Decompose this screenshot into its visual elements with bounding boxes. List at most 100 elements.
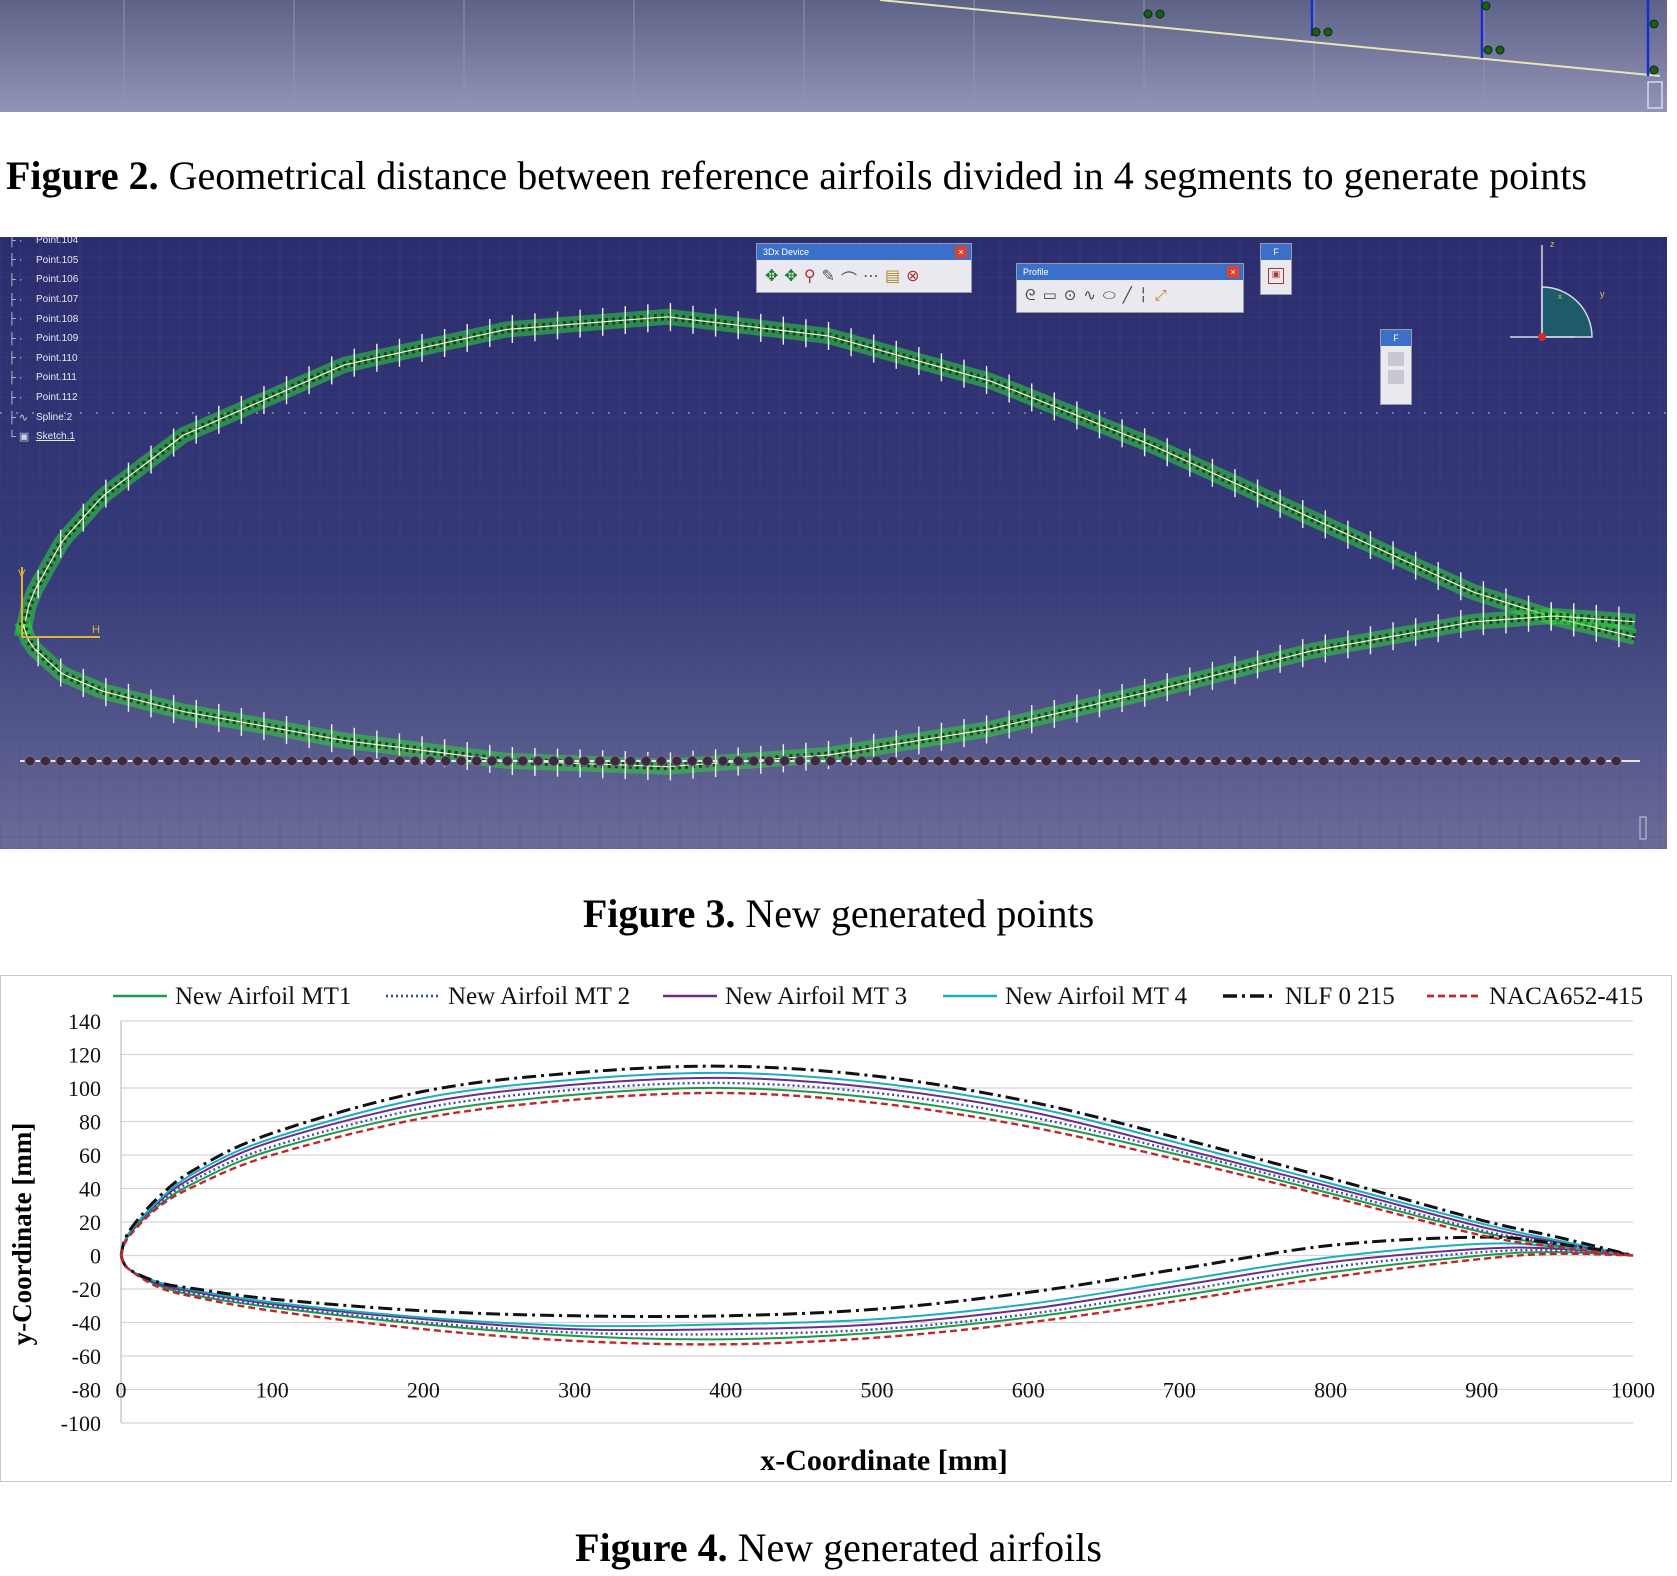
sketch-icon: └ ▣ <box>8 431 30 444</box>
point-icon: ├ · <box>8 273 23 286</box>
zoom-icon[interactable]: ⚲ <box>803 266 816 285</box>
figure4-chart: y-Coordinate [mm] x-Coordinate [mm] 140 1… <box>0 975 1672 1482</box>
x-axis-label: x-Coordinate [mm] <box>760 1444 1007 1477</box>
series-1-upper-line <box>120 1086 1634 1257</box>
x-tick-label: 300 <box>558 1378 591 1403</box>
figure4-label: Figure 4. <box>575 1525 728 1570</box>
tree-item-label: Point.107 <box>36 294 79 306</box>
profile-icon[interactable]: ᘓ <box>1025 286 1036 304</box>
y-tick-label: 140 <box>68 1009 101 1034</box>
tree-item-label: Point.106 <box>36 274 79 286</box>
figure3-caption-text: New generated points <box>745 891 1095 936</box>
series-2-upper-line <box>119 1081 1634 1257</box>
specification-tree: ├ · Point.104 ├ · Point.105 ├ · Point.106 ├ · P… <box>8 237 128 447</box>
series-1 <box>120 1086 1634 1341</box>
legend-label: NACA652-415 <box>1489 983 1643 1010</box>
rotate-icon[interactable]: ✥ <box>784 266 798 285</box>
figure2-grid <box>123 0 1663 112</box>
dash-icon[interactable]: ⋯ <box>862 266 879 285</box>
x-tick-label: 200 <box>407 1378 440 1403</box>
tree-item-label: Point.109 <box>36 333 79 345</box>
line-icon[interactable]: ╱ <box>1122 286 1132 304</box>
rectangle-icon[interactable]: ▭ <box>1042 286 1057 304</box>
resize-handle[interactable] <box>1639 816 1647 840</box>
small-toolbar-title: F <box>1393 333 1399 343</box>
small-toolbar-1[interactable]: F ▣ <box>1260 243 1292 295</box>
snap-icon[interactable]: ⊗ <box>906 266 920 285</box>
svg-text:y: y <box>1600 289 1605 299</box>
svg-text:z: z <box>1550 239 1555 249</box>
figure2-cad-view <box>0 0 1667 112</box>
tree-item[interactable]: └ ▣ Sketch.1 <box>8 427 128 447</box>
x-tick-label: 0 <box>116 1378 127 1403</box>
tree-item[interactable]: ├ · Point.104 <box>8 237 128 251</box>
export-icon[interactable]: ▣ <box>1268 268 1284 284</box>
tree-item-label: Point.105 <box>36 254 79 266</box>
toolbar-icon[interactable] <box>1388 352 1404 366</box>
reference-point-row <box>20 755 1640 767</box>
figure2-caption-text: Geometrical distance between reference a… <box>168 153 1587 198</box>
series-5 <box>119 1064 1634 1319</box>
point-icon[interactable]: ⤢ <box>1154 286 1167 304</box>
device-toolbar-title: 3Dx Device <box>763 247 810 257</box>
tree-item[interactable]: ├ · Point.109 <box>8 329 128 349</box>
series-6-upper-line <box>119 1091 1634 1257</box>
series-3 <box>120 1076 1634 1332</box>
airfoil-chart: y-Coordinate [mm] x-Coordinate [mm] 140 1… <box>7 983 1655 1477</box>
pen-icon[interactable]: ✎ <box>821 266 835 285</box>
series-3-lower-line <box>120 1246 1634 1332</box>
tree-item[interactable]: ├ · Point.108 <box>8 309 128 329</box>
axis-icon[interactable]: ╎ <box>1138 286 1148 304</box>
legend-label: NLF 0 215 <box>1285 983 1395 1010</box>
ellipse-icon[interactable]: ⬭ <box>1102 286 1116 304</box>
tool-icon[interactable]: ▤ <box>884 266 901 285</box>
series-4 <box>120 1071 1634 1328</box>
grid-lines <box>121 1020 1633 1424</box>
compass-icon[interactable]: z y x <box>1510 239 1605 341</box>
y-tick-label: 20 <box>79 1210 101 1235</box>
y-tick-label: -60 <box>72 1344 101 1369</box>
point-icon: ├ · <box>8 352 23 365</box>
figure4-caption: Figure 4. New generated airfoils <box>0 1524 1677 1571</box>
tree-item[interactable]: ├ · Point.106 <box>8 270 128 290</box>
figure2-caption: Figure 2. Geometrical distance between r… <box>6 152 1587 199</box>
close-icon[interactable]: × <box>955 246 967 258</box>
close-icon[interactable]: × <box>1227 266 1239 278</box>
h-axis-label: H <box>92 624 100 636</box>
y-tick-label: 0 <box>90 1244 101 1269</box>
toolbar-icon[interactable] <box>1388 370 1404 384</box>
x-tick-label: 600 <box>1012 1378 1045 1403</box>
figure3-caption: Figure 3. New generated points <box>0 890 1677 937</box>
point-icon: ├ · <box>8 237 23 247</box>
airfoil-points <box>14 303 1637 781</box>
legend-label: New Airfoil MT 2 <box>448 983 630 1010</box>
point-icon: ├ · <box>8 254 23 267</box>
series-6-lower-line <box>119 1252 1634 1346</box>
circle-icon[interactable]: ⊙ <box>1063 286 1077 304</box>
legend-label: New Airfoil MT1 <box>175 983 351 1010</box>
profile-toolbar-icons: ᘓ ▭ ⊙ ∿ ⬭ ╱ ╎ ⤢ <box>1017 280 1243 310</box>
tree-item[interactable]: ├ · Point.107 <box>8 290 128 310</box>
y-tick-label: 60 <box>79 1143 101 1168</box>
tree-item-label: Point.104 <box>36 237 79 247</box>
tree-item[interactable]: ├ · Point.112 <box>8 388 128 408</box>
device-toolbar[interactable]: 3Dx Device × ✥ ✥ ⚲ ✎ ⌒ ⋯ ▤ ⊗ <box>756 243 972 293</box>
curve-icon[interactable]: ⌒ <box>840 270 857 289</box>
y-tick-label: -80 <box>72 1378 101 1403</box>
tree-item[interactable]: ├ · Point.110 <box>8 349 128 369</box>
pan-icon[interactable]: ✥ <box>765 266 779 285</box>
y-tick-label: 120 <box>68 1043 101 1068</box>
device-toolbar-icons: ✥ ✥ ⚲ ✎ ⌒ ⋯ ▤ ⊗ <box>757 260 971 296</box>
small-toolbar-2[interactable]: F <box>1380 329 1412 405</box>
tree-item[interactable]: ├ · Point.105 <box>8 251 128 271</box>
spline-icon[interactable]: ∿ <box>1083 286 1096 304</box>
profile-toolbar[interactable]: Profile × ᘓ ▭ ⊙ ∿ ⬭ ╱ ╎ ⤢ <box>1016 263 1244 313</box>
tree-item[interactable]: ├ ∿ Spline.2 <box>8 407 128 427</box>
y-tick-label: -100 <box>61 1411 101 1436</box>
point-icon: ├ · <box>8 293 23 306</box>
tree-item[interactable]: ├ · Point.111 <box>8 368 128 388</box>
tree-item-label: Spline.2 <box>36 411 73 423</box>
figure4-caption-text: New generated airfoils <box>737 1525 1102 1570</box>
